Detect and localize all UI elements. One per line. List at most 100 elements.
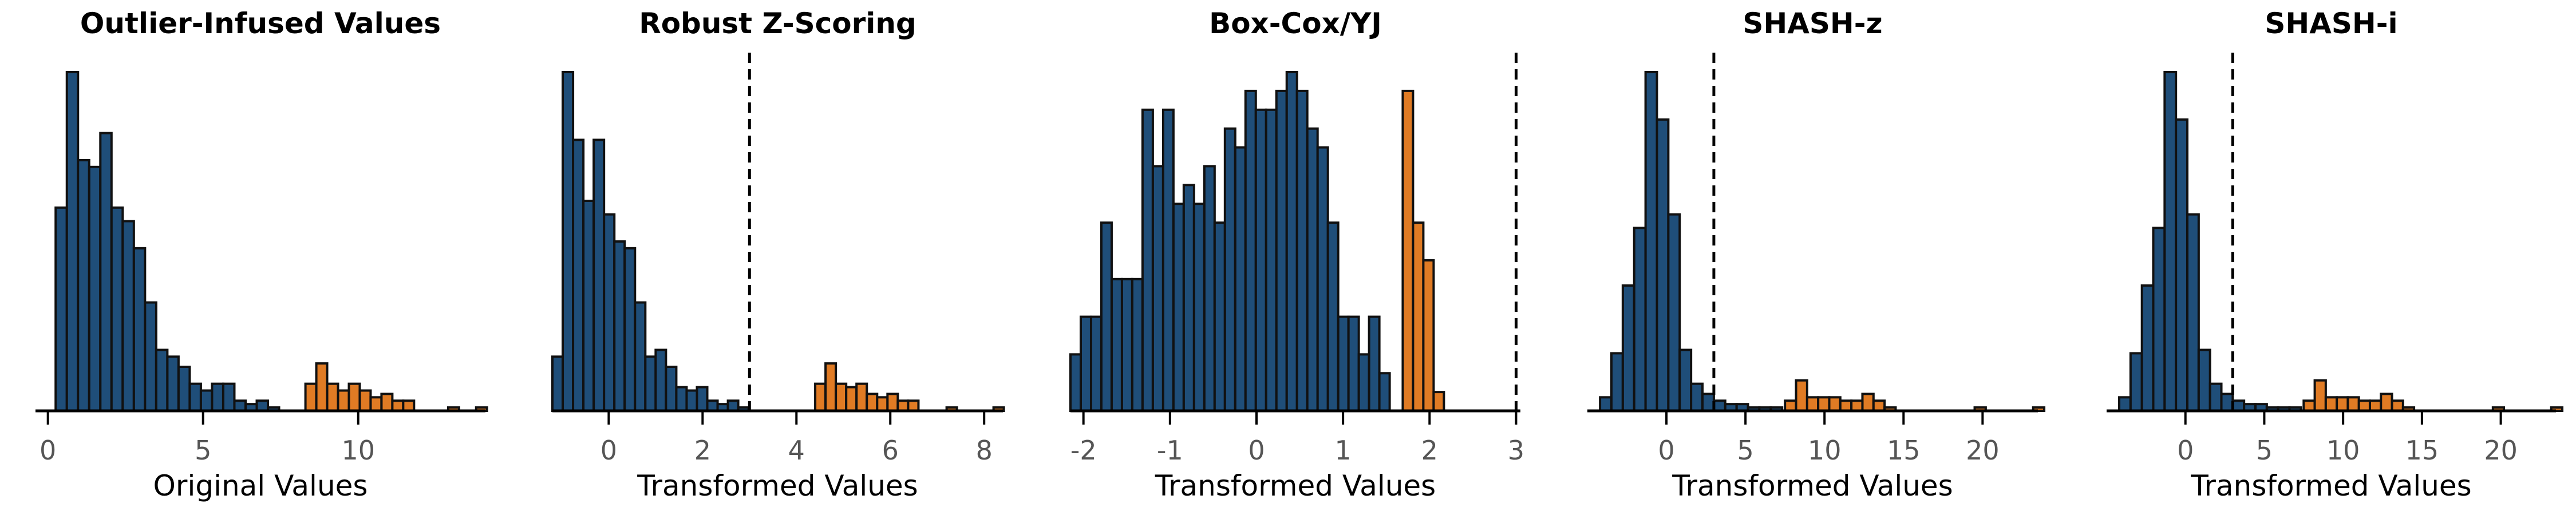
histogram-bar xyxy=(1203,165,1216,412)
histogram-bar xyxy=(222,382,236,413)
histogram-bar xyxy=(255,399,270,412)
outlier-bar xyxy=(1795,379,1808,412)
histogram-bar xyxy=(1295,89,1309,412)
x-tick-label: 8 xyxy=(976,435,993,466)
histogram-bar xyxy=(177,366,191,412)
histogram-bar xyxy=(1213,221,1226,412)
histogram-bar xyxy=(188,382,202,413)
histogram-bar xyxy=(2186,213,2200,412)
x-tick-label: 5 xyxy=(2256,435,2273,466)
histogram-bar xyxy=(144,301,157,412)
histogram-bar xyxy=(685,389,698,412)
x-axis-label: Transformed Values xyxy=(1672,469,1953,502)
x-tick-label: 15 xyxy=(1887,435,1921,466)
x-tick-label: 2 xyxy=(1421,435,1438,466)
histogram-bar xyxy=(121,220,135,412)
x-tick-label: 0 xyxy=(2177,435,2194,466)
histogram-bar xyxy=(155,348,169,412)
x-tick-label: 10 xyxy=(1808,435,1842,466)
outlier-bar xyxy=(2368,399,2383,412)
histogram-bar xyxy=(726,399,740,412)
histogram-bar xyxy=(110,206,124,412)
histogram-bar xyxy=(1182,184,1195,412)
histogram-bar xyxy=(675,386,688,412)
outlier-bar xyxy=(1805,396,1820,413)
outlier-bar xyxy=(1839,399,1853,412)
histogram-bar xyxy=(65,71,80,412)
x-tick-label: -1 xyxy=(1157,435,1183,466)
histogram-bar xyxy=(1337,315,1350,412)
histogram-bar xyxy=(613,240,626,412)
panel-title: Box-Cox/YJ xyxy=(1209,7,1382,40)
histogram-bar xyxy=(166,355,180,413)
x-tick-label: 1 xyxy=(1334,435,1351,466)
x-tick-label: 4 xyxy=(788,435,805,466)
histogram-bar xyxy=(654,348,667,412)
panel-box-cox: -2 -1 0 1 2 3 Box-Cox/YJ Transformed Values xyxy=(1069,7,1524,502)
panel-shash-z: 5 10 15 20 0 SHASH-z Transformed Values xyxy=(1587,7,2046,502)
histogram-bar xyxy=(1667,213,1681,412)
histogram-bar xyxy=(54,206,68,412)
x-tick-label: 0 xyxy=(600,435,617,466)
outlier-bar xyxy=(1412,221,1425,412)
outlier-bar xyxy=(1422,259,1435,412)
outlier-bar xyxy=(2391,399,2404,412)
outlier-bar xyxy=(391,399,405,412)
histogram-bar xyxy=(1621,284,1635,412)
histogram-bar xyxy=(1678,348,1693,412)
histogram-bar xyxy=(1141,108,1154,412)
outlier-bar xyxy=(2357,399,2371,412)
histogram-bar xyxy=(132,247,147,412)
x-tick-label: 3 xyxy=(1508,435,1524,466)
outlier-bar xyxy=(2336,396,2349,413)
histogram-bar xyxy=(1100,221,1113,412)
outlier-bar xyxy=(304,382,318,413)
outlier-bar xyxy=(2550,406,2564,413)
histogram-bar xyxy=(1110,278,1123,412)
histogram-bar xyxy=(1223,127,1236,412)
histogram-bar xyxy=(1306,127,1319,412)
histogram-bar xyxy=(1131,278,1144,412)
x-tick-label: 5 xyxy=(1737,435,1753,466)
histogram-bar xyxy=(1161,108,1175,412)
x-axis-label: Transformed Values xyxy=(1155,469,1436,502)
outlier-bar xyxy=(835,382,848,413)
histogram-bar xyxy=(199,389,214,412)
outlier-bar xyxy=(347,382,361,413)
panel-outlier-infused: 0 5 10 Outlier-Infused Values Original Value… xyxy=(35,7,488,502)
histogram-bar xyxy=(1357,353,1370,413)
histogram-bar xyxy=(582,199,595,412)
panel-shash-i: 5 10 15 20 0 SHASH-i Transformed Values xyxy=(2107,7,2564,502)
x-tick-label: 6 xyxy=(882,435,899,466)
panel-title: Robust Z-Scoring xyxy=(639,7,916,40)
outlier-bar xyxy=(1401,89,1415,412)
histogram-bar xyxy=(1347,315,1360,412)
outlier-bar xyxy=(814,382,827,413)
histogram-bar xyxy=(623,247,637,412)
outlier-bar xyxy=(896,399,910,412)
outlier-bar xyxy=(2032,406,2046,413)
outlier-bar xyxy=(1850,399,1864,412)
outlier-bar xyxy=(907,399,920,412)
histogram-bar xyxy=(696,386,709,412)
panel-robust-z: 2 4 6 8 0 Robust Z-Scoring Transformed Values xyxy=(551,7,1005,502)
x-tick-label: 2 xyxy=(694,435,711,466)
outlier-bar xyxy=(1861,393,1875,413)
x-tick-label: 0 xyxy=(1248,435,1265,466)
histogram-bar xyxy=(2197,348,2211,412)
outlier-bar xyxy=(1872,399,1886,412)
histogram-bar xyxy=(572,138,585,412)
histogram-bar xyxy=(2163,71,2178,412)
outlier-bar xyxy=(2313,379,2327,412)
x-tick-label: 20 xyxy=(1966,435,2000,466)
histogram-bar xyxy=(1701,393,1715,413)
histogram-bar xyxy=(1192,203,1206,412)
outlier-bar xyxy=(380,393,394,413)
panel-title: Outlier-Infused Values xyxy=(80,7,441,40)
outlier-bar xyxy=(866,393,879,413)
histogram-bar xyxy=(99,132,113,412)
histogram-bar xyxy=(562,71,575,412)
x-tick-label: 20 xyxy=(2484,435,2518,466)
histogram-bar xyxy=(2118,396,2132,413)
histogram-bar xyxy=(1254,108,1267,412)
